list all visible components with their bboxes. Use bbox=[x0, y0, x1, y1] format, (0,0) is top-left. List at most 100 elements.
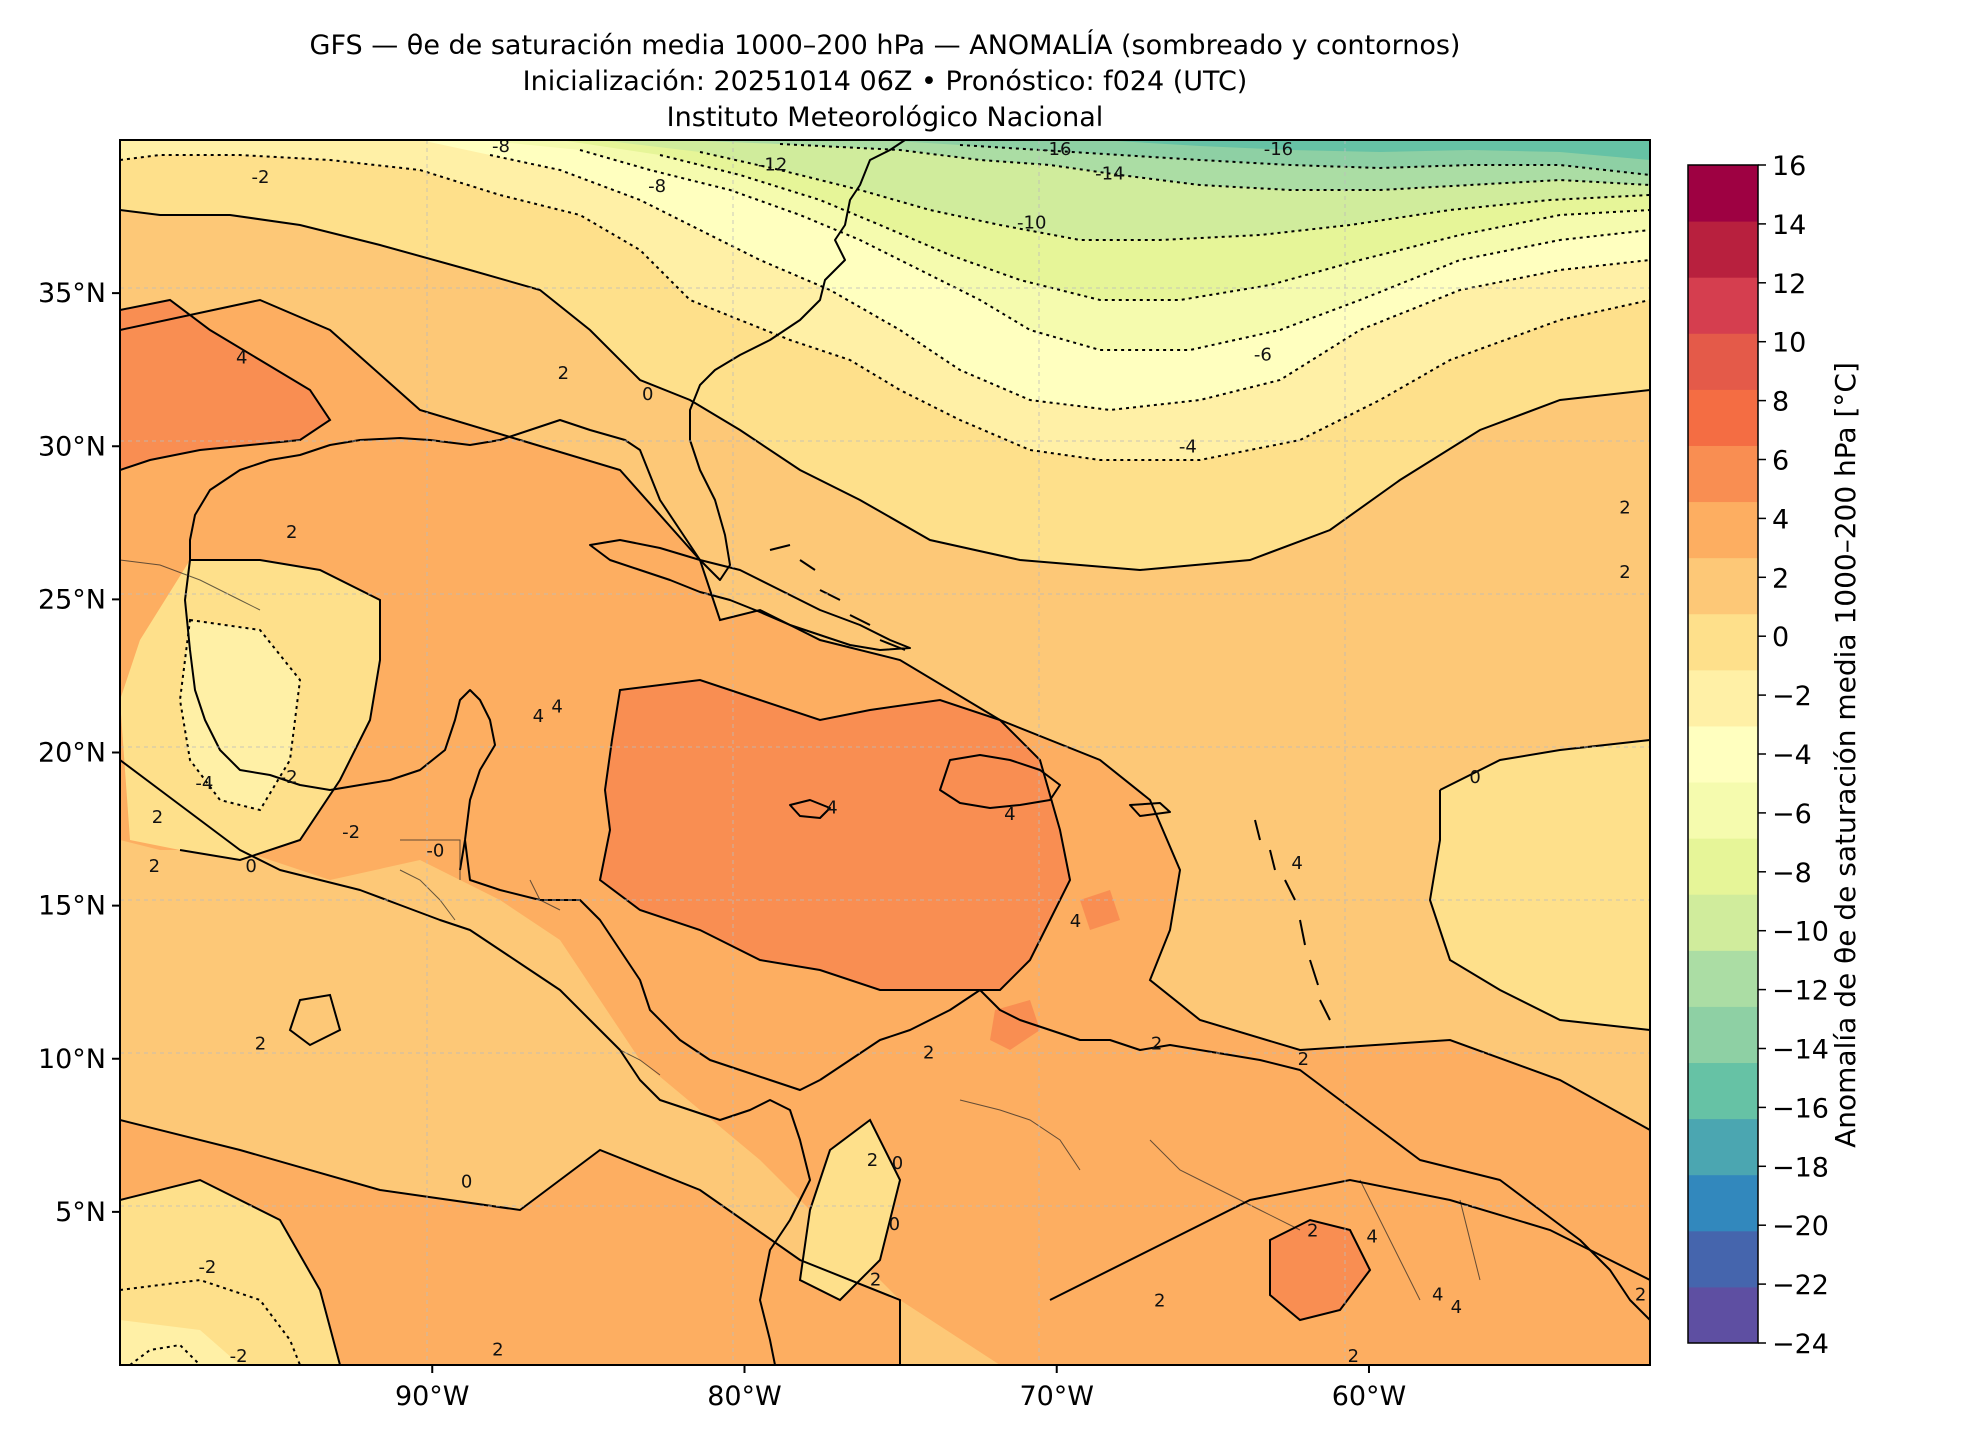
contour-label: -2 bbox=[198, 1257, 216, 1278]
lat-tick-label: 35°N bbox=[38, 278, 106, 309]
colorbar-segment bbox=[1688, 1174, 1758, 1232]
contour-label: 2 bbox=[152, 807, 163, 828]
colorbar-segment bbox=[1688, 445, 1758, 503]
colorbar: 16 14 12 10 8 6 4 2 0 −2 −4 −6 −8 −10 −12 −14 −16 −18 −20 −… bbox=[1687, 151, 1829, 1360]
colorbar-segment bbox=[1688, 333, 1758, 390]
contour-label: 4 bbox=[1451, 1297, 1462, 1318]
contour-label: -4 bbox=[195, 773, 213, 794]
contour-label: 4 bbox=[1291, 853, 1302, 874]
lon-tick-label: 90°W bbox=[395, 1381, 470, 1412]
colorbar-tick-label: −14 bbox=[1772, 1035, 1829, 1066]
colorbar-segment bbox=[1688, 725, 1758, 783]
contour-label: 2 bbox=[1619, 498, 1630, 519]
contour-label: 2 bbox=[255, 1033, 266, 1054]
colorbar-segment bbox=[1688, 1286, 1758, 1344]
contour-label: 2 bbox=[870, 1269, 881, 1290]
colorbar-label: Anomalía de θe de saturación media 1000–… bbox=[1829, 362, 1862, 1148]
contour-label: -2 bbox=[252, 167, 270, 188]
contour-label: -2 bbox=[230, 1346, 248, 1367]
colorbar-segment bbox=[1688, 950, 1758, 1007]
contour-label: 2 bbox=[1298, 1049, 1309, 1070]
contour-label: 2 bbox=[867, 1150, 878, 1171]
contour-label: 0 bbox=[1469, 767, 1480, 788]
coastlines bbox=[120, 140, 1650, 1365]
positive-contours bbox=[120, 209, 1650, 1365]
contour-label: 2 bbox=[1348, 1346, 1359, 1367]
title-line-3: Instituto Meteorológico Nacional bbox=[666, 102, 1104, 133]
contour-label: -14 bbox=[1095, 164, 1124, 185]
lon-tick-label: 70°W bbox=[1019, 1381, 1094, 1412]
map-title-block: GFS — θe de saturación media 1000–200 hP… bbox=[0, 28, 1770, 136]
contour-label: 0 bbox=[245, 856, 256, 877]
colorbar-tick-label: −6 bbox=[1772, 799, 1812, 830]
colorbar-segment bbox=[1688, 389, 1758, 446]
contour-label: -0 bbox=[426, 841, 444, 862]
colorbar-segment bbox=[1688, 557, 1758, 615]
contour-label: -8 bbox=[648, 176, 666, 197]
colorbar-tick-label: 6 bbox=[1772, 446, 1789, 477]
country-borders bbox=[120, 559, 1481, 1301]
contour-label: 4 bbox=[1004, 804, 1015, 825]
colorbar-tick-label: −18 bbox=[1772, 1152, 1829, 1183]
lat-tick-label: 5°N bbox=[55, 1197, 106, 1228]
colorbar-tick-label: 8 bbox=[1772, 387, 1789, 418]
colorbar-tick-label: −24 bbox=[1772, 1329, 1829, 1360]
contour-label: 2 bbox=[1307, 1220, 1318, 1241]
colorbar-tick-label: 16 bbox=[1772, 151, 1806, 182]
colorbar-segment bbox=[1688, 1062, 1758, 1120]
colorbar-segment bbox=[1688, 838, 1758, 895]
contour-label: 0 bbox=[461, 1171, 472, 1192]
lat-tick-label: 30°N bbox=[38, 431, 106, 462]
contour-label: 4 bbox=[1070, 911, 1081, 932]
contour-label: 4 bbox=[236, 347, 247, 368]
title-line-1: GFS — θe de saturación media 1000–200 hP… bbox=[309, 30, 1461, 61]
contour-label: 2 bbox=[1154, 1291, 1165, 1312]
colorbar-segment bbox=[1688, 782, 1758, 839]
colorbar-tick-label: 10 bbox=[1772, 328, 1806, 359]
colorbar-segment bbox=[1688, 165, 1758, 222]
contour-label: 2 bbox=[149, 856, 160, 877]
colorbar-segment bbox=[1688, 613, 1758, 671]
lat-tick-label: 15°N bbox=[38, 891, 106, 922]
map-gridlines bbox=[120, 140, 1650, 1365]
colorbar-tick-label: −22 bbox=[1772, 1270, 1829, 1301]
contour-label: 4 bbox=[533, 706, 544, 727]
contour-label: 4 bbox=[1432, 1285, 1443, 1306]
lat-tick-label: 25°N bbox=[38, 584, 106, 615]
contour-label: -8 bbox=[492, 136, 510, 157]
colorbar-tick-label: 2 bbox=[1772, 563, 1789, 594]
colorbar-segment bbox=[1688, 669, 1758, 727]
field-band-neg16-neg18 bbox=[1100, 140, 1650, 160]
colorbar-tick-label: 4 bbox=[1772, 504, 1789, 535]
colorbar-segment bbox=[1688, 1006, 1758, 1064]
contour-label: 2 bbox=[1151, 1033, 1162, 1054]
contour-label: 2 bbox=[558, 363, 569, 384]
colorbar-tick-label: 12 bbox=[1772, 269, 1806, 300]
colorbar-tick-label: 14 bbox=[1772, 210, 1806, 241]
contour-label: 0 bbox=[892, 1153, 903, 1174]
colorbar-segment bbox=[1688, 894, 1758, 951]
colorbar-segment bbox=[1688, 1230, 1758, 1288]
colorbar-tick-label: −10 bbox=[1772, 917, 1829, 948]
colorbar-segment bbox=[1688, 221, 1758, 278]
colorbar-segment bbox=[1688, 1118, 1758, 1176]
contour-label: -12 bbox=[758, 155, 787, 176]
longitude-axis: 90°W 80°W 70°W 60°W bbox=[395, 1365, 1406, 1412]
contour-label: 0 bbox=[889, 1214, 900, 1235]
contour-label: 2 bbox=[923, 1043, 934, 1064]
contour-label: 0 bbox=[642, 384, 653, 405]
contour-label: -16 bbox=[1264, 139, 1293, 160]
lat-tick-label: 10°N bbox=[38, 1044, 106, 1075]
contour-label: 2 bbox=[1635, 1285, 1646, 1306]
contour-label: 4 bbox=[1366, 1226, 1377, 1247]
lon-tick-label: 80°W bbox=[707, 1381, 782, 1412]
negative-contours bbox=[120, 143, 1650, 1365]
lon-tick-label: 60°W bbox=[1332, 1381, 1407, 1412]
contour-label: 2 bbox=[492, 1340, 503, 1361]
colorbar-segment bbox=[1688, 277, 1758, 334]
colorbar-tick-label: 0 bbox=[1772, 622, 1789, 653]
contour-label: -16 bbox=[1042, 139, 1071, 160]
lat-tick-label: 20°N bbox=[38, 738, 106, 769]
